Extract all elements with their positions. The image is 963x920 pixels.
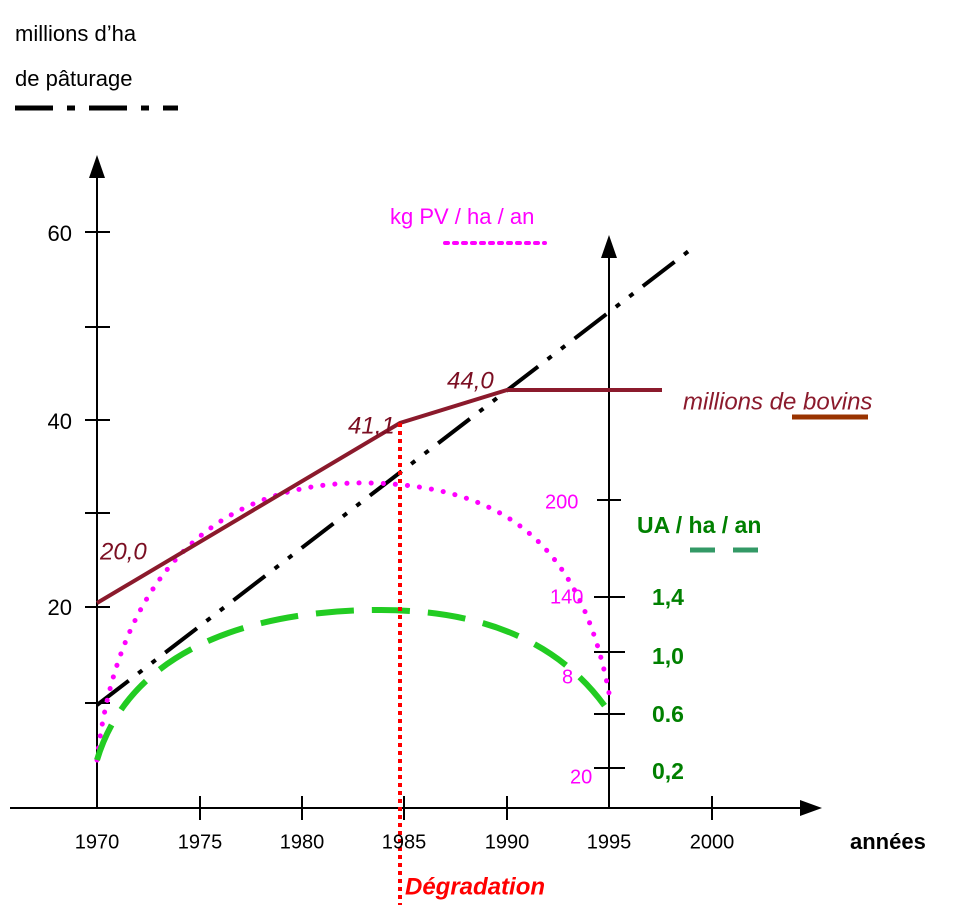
tick-label: 2000 — [690, 831, 735, 853]
tick-label: 40 — [48, 409, 72, 434]
arrow — [601, 235, 617, 258]
tick-label: 1995 — [587, 831, 632, 853]
tick-label: 1970 — [75, 831, 120, 853]
tick-label: 8 — [562, 666, 573, 688]
tick-label: 1980 — [280, 831, 325, 853]
cattle-line — [95, 388, 662, 605]
arrow — [800, 800, 822, 816]
tick-label: 140 — [550, 586, 583, 608]
tick-label: 0,2 — [652, 758, 684, 784]
tick-label: 1990 — [485, 831, 530, 853]
tick-label: 1975 — [178, 831, 223, 853]
legend-text: UA / ha / an — [637, 512, 761, 538]
tick-label: 1985 — [382, 831, 427, 853]
ua-curve — [94, 606, 612, 761]
kg-curve — [94, 480, 612, 763]
arrow — [89, 155, 105, 178]
tick-label: 20 — [570, 766, 592, 788]
tick-label: 60 — [48, 221, 72, 246]
tick-label: 20 — [48, 595, 72, 620]
tick-label: 1,0 — [652, 643, 684, 669]
legend-text: millions d’ha — [15, 21, 137, 46]
legend-text: de pâturage — [15, 66, 132, 91]
annotation: Dégradation — [405, 873, 545, 900]
pasture-line — [95, 248, 692, 707]
ticks — [85, 231, 713, 820]
legend-text: kg PV / ha / an — [390, 204, 534, 229]
axis-label: années — [850, 829, 926, 854]
tick-label: 1,4 — [652, 584, 684, 610]
value-label: 20,0 — [99, 538, 147, 565]
tick-label: 200 — [545, 491, 578, 513]
tick-label: 0.6 — [652, 701, 684, 727]
legend-text: millions de bovins — [683, 388, 872, 415]
value-label: 41,1 — [348, 412, 395, 439]
value-label: 44,0 — [447, 367, 494, 394]
